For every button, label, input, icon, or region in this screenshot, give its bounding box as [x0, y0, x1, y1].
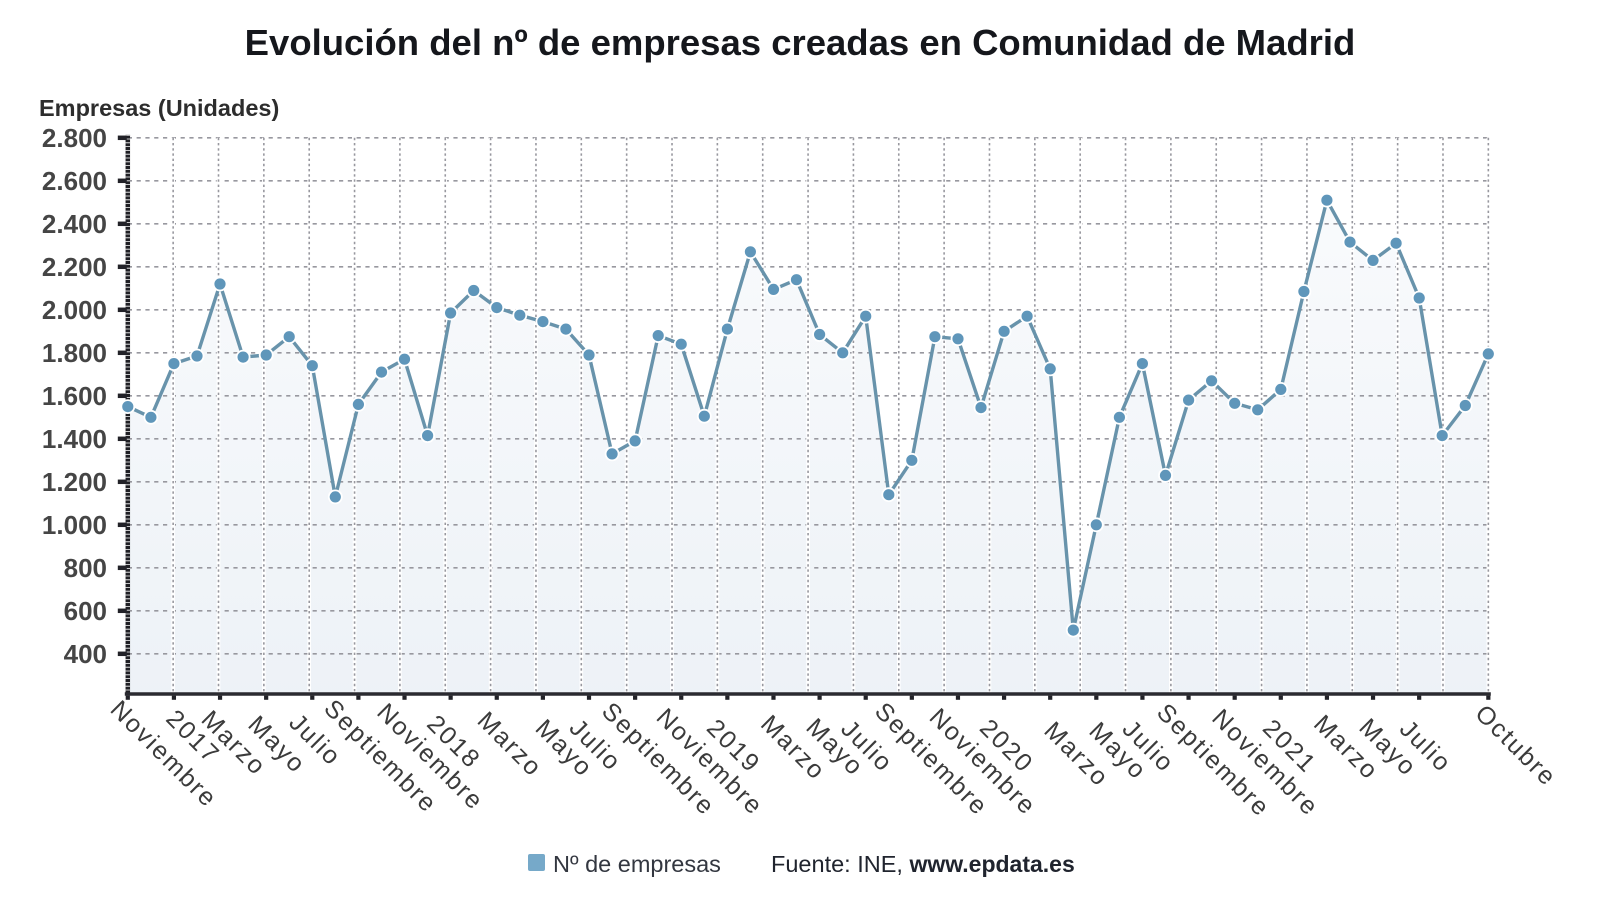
svg-text:2.000: 2.000: [42, 295, 107, 325]
svg-text:1.600: 1.600: [42, 381, 107, 411]
svg-text:Fuente: INE, www.epdata.es: Fuente: INE, www.epdata.es: [771, 851, 1075, 877]
svg-text:1.200: 1.200: [42, 467, 107, 497]
svg-text:2.800: 2.800: [42, 123, 107, 153]
svg-text:2.200: 2.200: [42, 252, 107, 282]
svg-text:Evolución del nº de empresas c: Evolución del nº de empresas creadas en …: [245, 22, 1356, 63]
svg-text:1.000: 1.000: [42, 510, 107, 540]
svg-text:Empresas (Unidades): Empresas (Unidades): [39, 95, 279, 121]
svg-text:1.400: 1.400: [42, 424, 107, 454]
svg-text:2.400: 2.400: [42, 209, 107, 239]
svg-text:600: 600: [64, 596, 107, 626]
svg-text:2.600: 2.600: [42, 166, 107, 196]
svg-text:1.800: 1.800: [42, 338, 107, 368]
svg-text:800: 800: [64, 553, 107, 583]
svg-text:Nº de empresas: Nº de empresas: [553, 851, 721, 877]
svg-text:400: 400: [64, 639, 107, 669]
